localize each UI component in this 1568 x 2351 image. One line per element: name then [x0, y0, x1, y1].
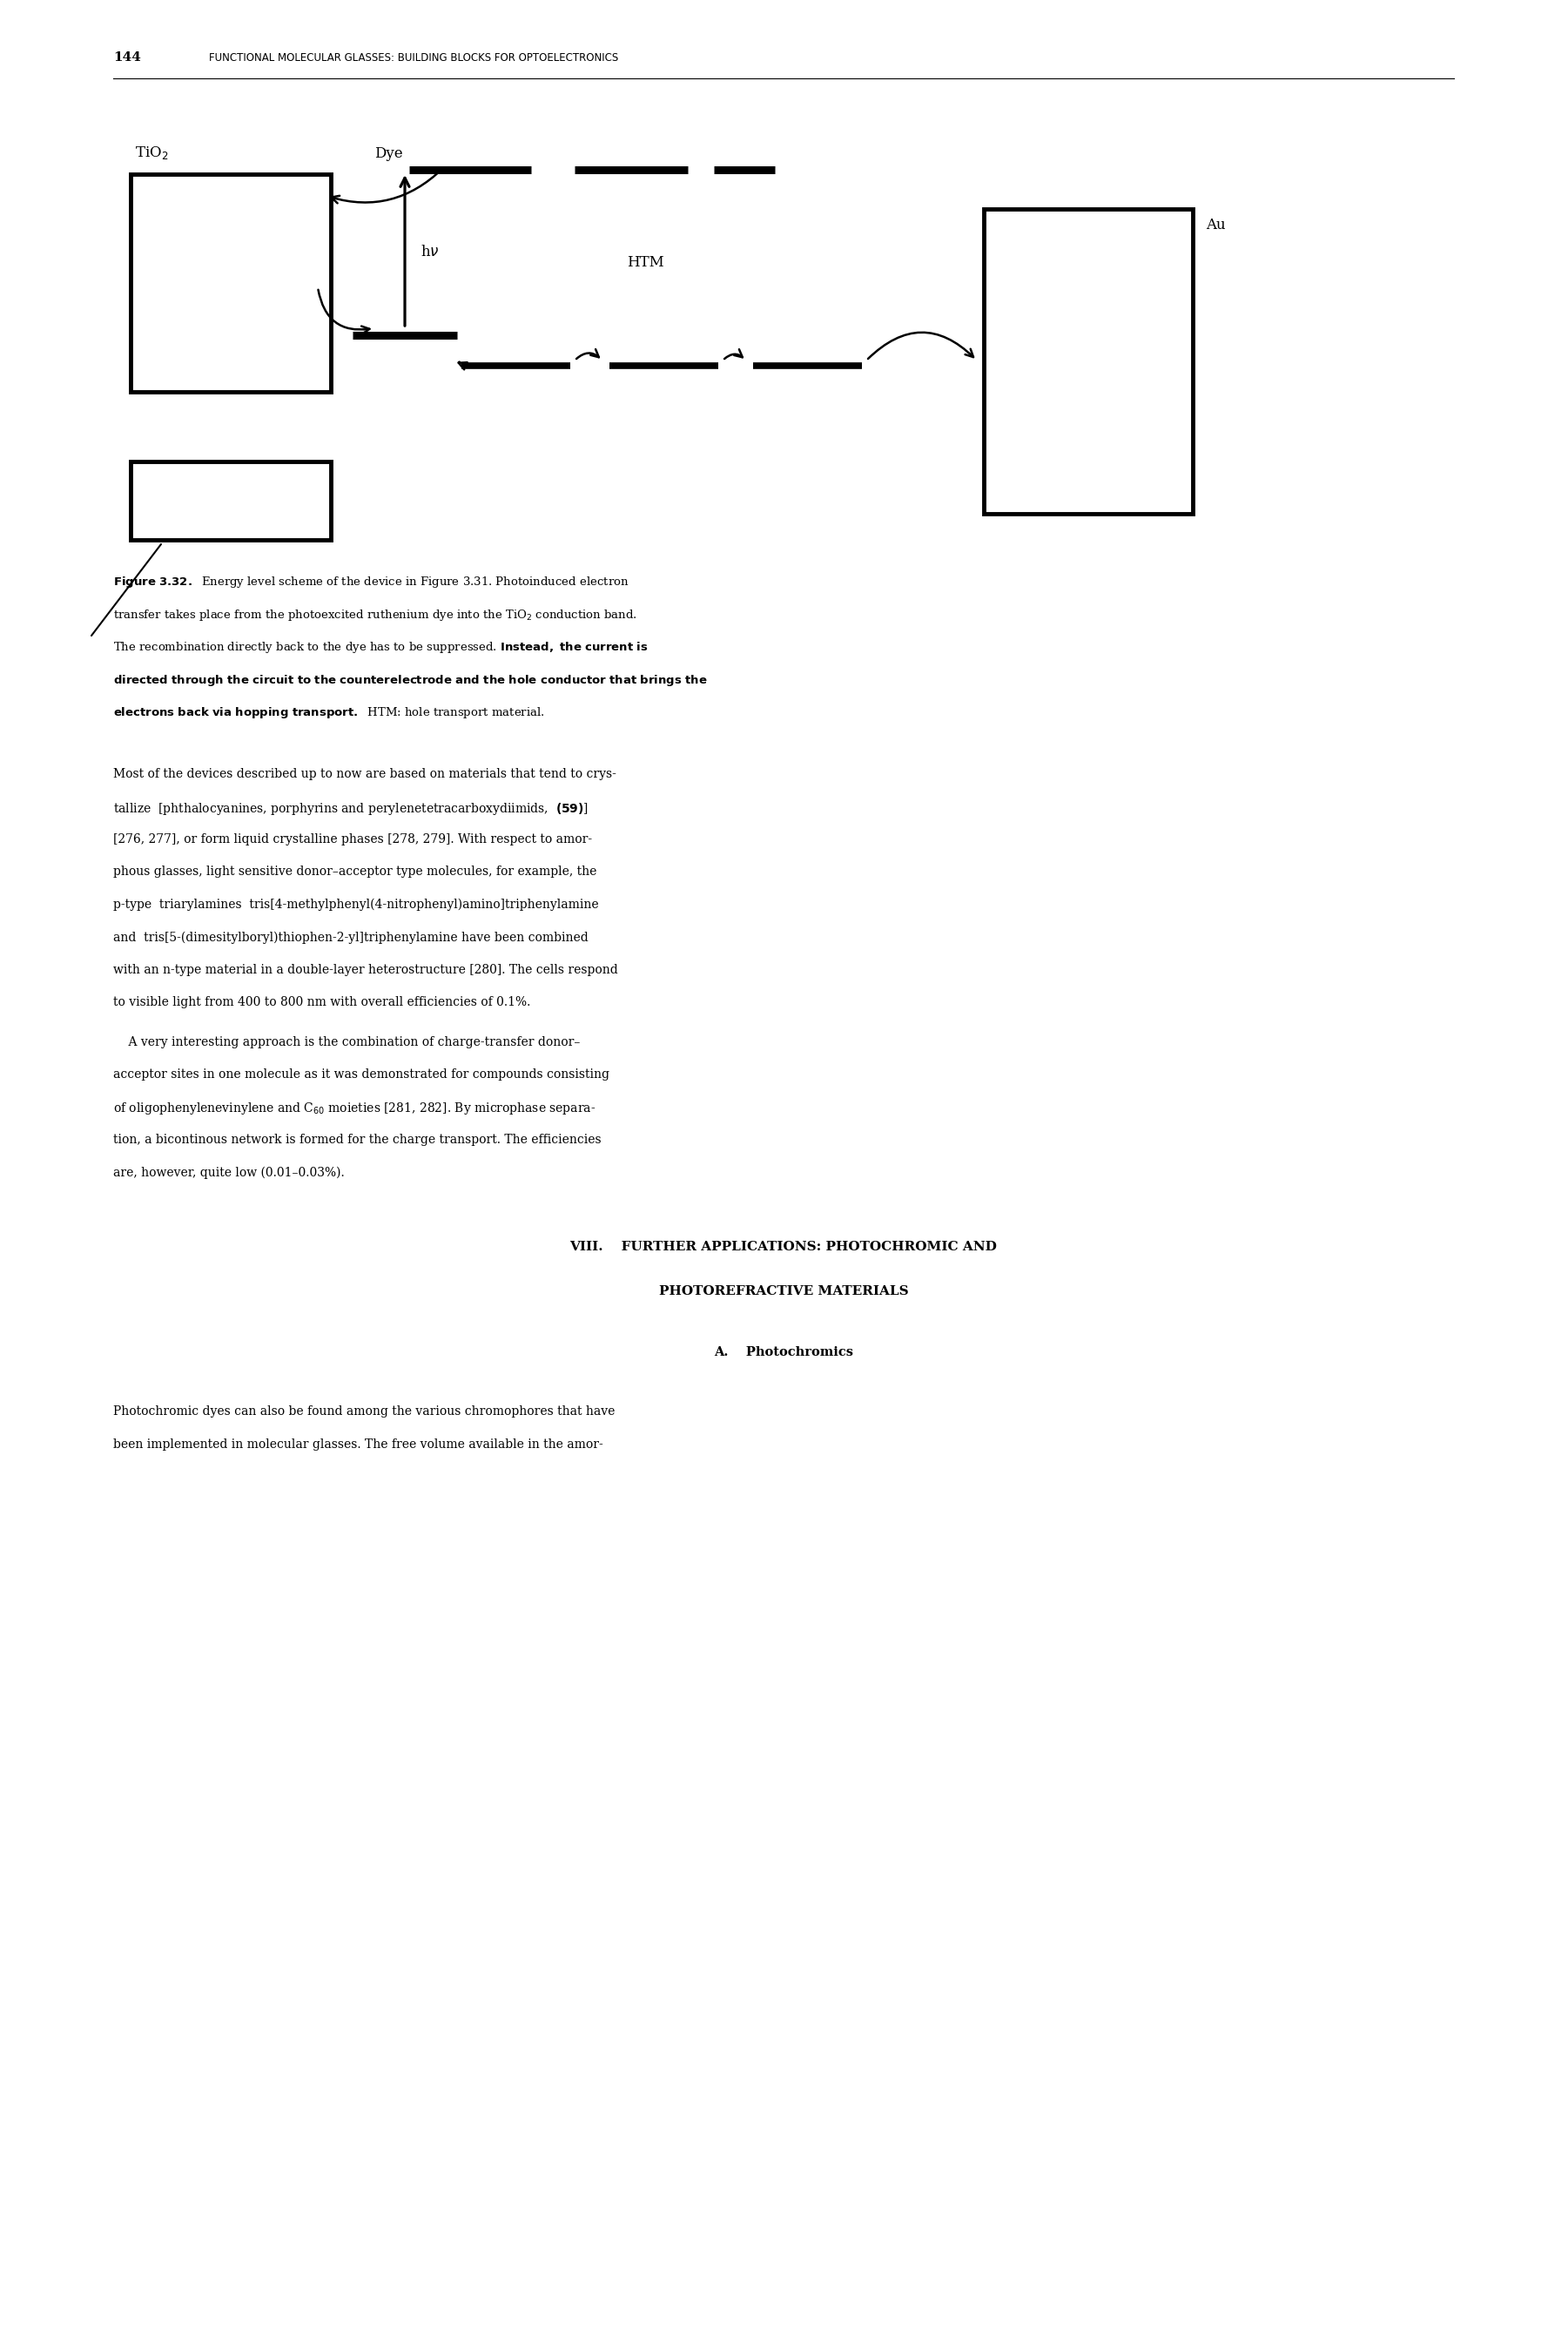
Text: $\mathbf{electrons\ back\ via\ hopping\ transport.}$  HTM: hole transport materi: $\mathbf{electrons\ back\ via\ hopping\ … — [113, 705, 544, 719]
Text: 144: 144 — [113, 52, 141, 63]
Text: tion, a bicontinous network is formed for the charge transport. The efficiencies: tion, a bicontinous network is formed fo… — [113, 1133, 601, 1145]
Text: h$\nu$: h$\nu$ — [420, 245, 439, 261]
Bar — [130, 174, 331, 393]
Text: A very interesting approach is the combination of charge-transfer donor–: A very interesting approach is the combi… — [113, 1037, 580, 1049]
Text: acceptor sites in one molecule as it was demonstrated for compounds consisting: acceptor sites in one molecule as it was… — [113, 1067, 610, 1081]
Text: and  tris[5-(dimesitylboryl)thiophen-2-yl]triphenylamine have been combined: and tris[5-(dimesitylboryl)thiophen-2-yl… — [113, 931, 588, 943]
Text: of oligophenylenevinylene and C$_{60}$ moieties [281, 282]. By microphase separa: of oligophenylenevinylene and C$_{60}$ m… — [113, 1100, 596, 1117]
Text: FUNCTIONAL MOLECULAR GLASSES: BUILDING BLOCKS FOR OPTOELECTRONICS: FUNCTIONAL MOLECULAR GLASSES: BUILDING B… — [209, 52, 618, 63]
Text: VIII.    FURTHER APPLICATIONS: PHOTOCHROMIC AND: VIII. FURTHER APPLICATIONS: PHOTOCHROMIC… — [569, 1241, 997, 1253]
Text: [276, 277], or form liquid crystalline phases [278, 279]. With respect to amor-: [276, 277], or form liquid crystalline p… — [113, 832, 593, 846]
Text: A.    Photochromics: A. Photochromics — [713, 1347, 853, 1359]
Bar — [983, 209, 1193, 515]
Text: been implemented in molecular glasses. The free volume available in the amor-: been implemented in molecular glasses. T… — [113, 1439, 604, 1451]
Text: to visible light from 400 to 800 nm with overall efficiencies of 0.1%.: to visible light from 400 to 800 nm with… — [113, 997, 530, 1009]
Text: transfer takes place from the photoexcited ruthenium dye into the TiO$_2$ conduc: transfer takes place from the photoexcit… — [113, 607, 637, 623]
Text: The recombination directly back to the dye has to be suppressed. $\mathbf{Instea: The recombination directly back to the d… — [113, 639, 648, 656]
Text: $\mathbf{directed\ through\ the\ circuit\ to\ the\ counterelectrode\ and\ the\ h: $\mathbf{directed\ through\ the\ circuit… — [113, 672, 707, 686]
Text: Most of the devices described up to now are based on materials that tend to crys: Most of the devices described up to now … — [113, 769, 616, 781]
Text: Au: Au — [1206, 219, 1226, 233]
Text: phous glasses, light sensitive donor–acceptor type molecules, for example, the: phous glasses, light sensitive donor–acc… — [113, 865, 597, 879]
Text: $\mathbf{Figure\ 3.32.}$  Energy level scheme of the device in Figure 3.31. Phot: $\mathbf{Figure\ 3.32.}$ Energy level sc… — [113, 574, 629, 590]
Text: TiO$_2$: TiO$_2$ — [135, 143, 168, 162]
Text: p-type  triarylamines  tris[4-methylphenyl(4-nitrophenyl)amino]triphenylamine: p-type triarylamines tris[4-methylphenyl… — [113, 898, 599, 912]
Text: PHOTOREFRACTIVE MATERIALS: PHOTOREFRACTIVE MATERIALS — [659, 1286, 908, 1298]
Text: HTM: HTM — [627, 256, 665, 270]
Text: Photochromic dyes can also be found among the various chromophores that have: Photochromic dyes can also be found amon… — [113, 1406, 615, 1418]
Text: tallize  [phthalocyanines, porphyrins and perylenetetracarboxydiimids,  $\mathbf: tallize [phthalocyanines, porphyrins and… — [113, 802, 588, 816]
Bar — [130, 461, 331, 541]
Text: are, however, quite low (0.01–0.03%).: are, however, quite low (0.01–0.03%). — [113, 1166, 345, 1178]
Text: Dye: Dye — [375, 146, 403, 162]
Text: with an n-type material in a double-layer heterostructure [280]. The cells respo: with an n-type material in a double-laye… — [113, 964, 618, 976]
